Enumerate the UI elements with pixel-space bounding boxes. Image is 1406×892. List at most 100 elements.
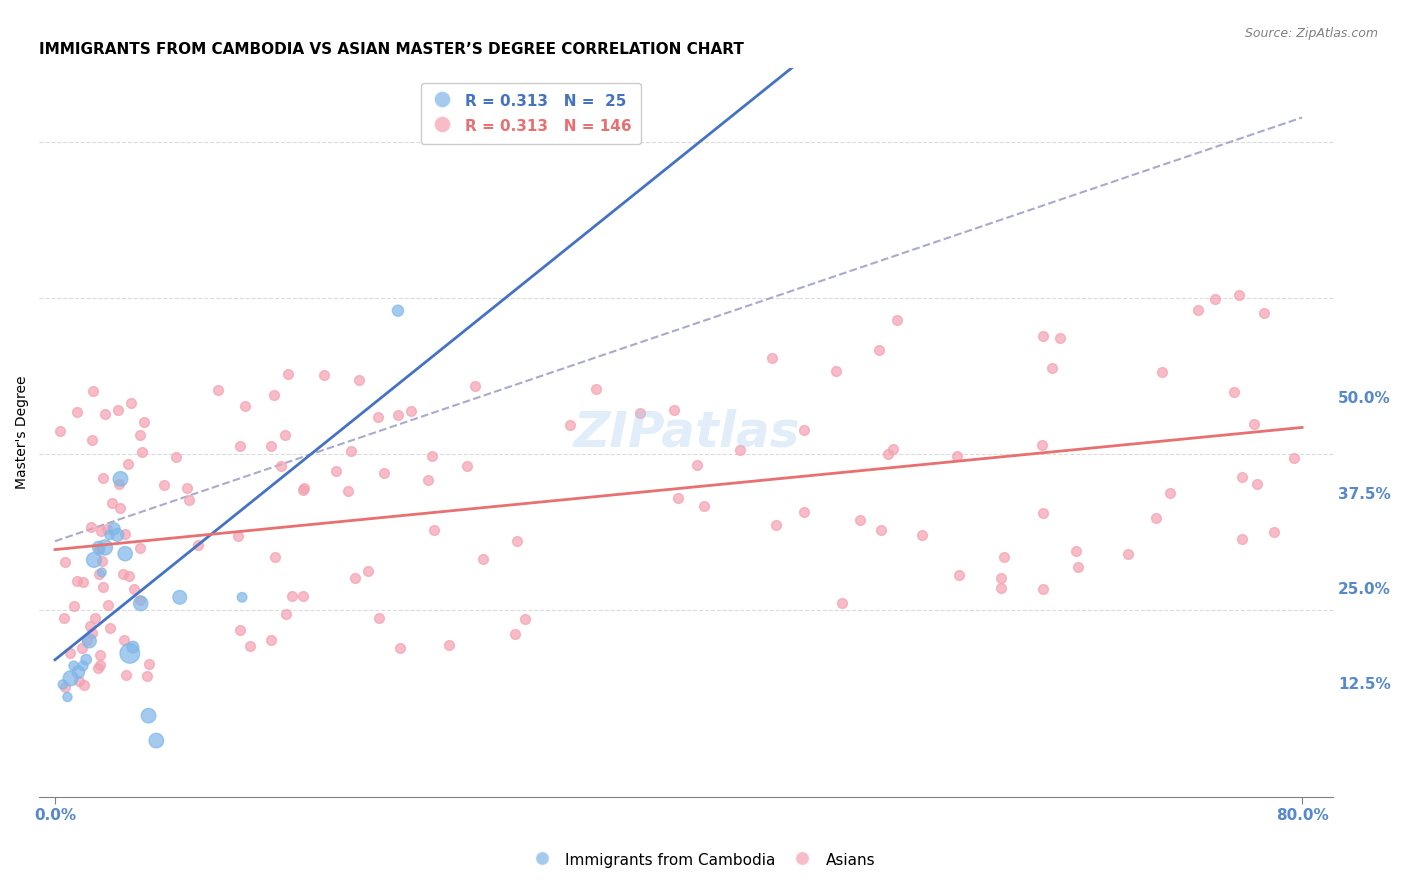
Point bbox=[870, 523, 893, 537]
Point bbox=[118, 646, 141, 660]
Point bbox=[1284, 451, 1306, 466]
Point bbox=[1064, 544, 1087, 558]
Point bbox=[292, 481, 315, 495]
Point bbox=[52, 677, 75, 691]
Point bbox=[177, 493, 200, 508]
Point bbox=[260, 439, 283, 453]
Point bbox=[129, 427, 152, 442]
Point bbox=[503, 626, 526, 640]
Point bbox=[1150, 366, 1173, 380]
Point bbox=[628, 406, 651, 420]
Point bbox=[103, 522, 125, 536]
Point bbox=[110, 472, 132, 486]
Point bbox=[84, 610, 107, 624]
Point bbox=[90, 524, 112, 538]
Point bbox=[373, 466, 395, 480]
Point bbox=[91, 554, 114, 568]
Point bbox=[1227, 287, 1250, 301]
Point bbox=[135, 668, 157, 682]
Point bbox=[239, 639, 262, 653]
Point bbox=[368, 611, 391, 625]
Point bbox=[72, 640, 94, 655]
Point bbox=[131, 445, 153, 459]
Point bbox=[1246, 477, 1268, 491]
Point bbox=[93, 471, 115, 485]
Point bbox=[868, 343, 890, 357]
Point bbox=[270, 458, 292, 473]
Point bbox=[80, 433, 103, 447]
Point bbox=[207, 384, 229, 398]
Point bbox=[129, 541, 152, 556]
Point bbox=[67, 665, 90, 679]
Point bbox=[825, 363, 848, 377]
Point bbox=[513, 612, 536, 626]
Point bbox=[343, 571, 366, 585]
Point bbox=[138, 657, 160, 671]
Legend: R = 0.313   N =  25, R = 0.313   N = 146: R = 0.313 N = 25, R = 0.313 N = 146 bbox=[420, 83, 641, 145]
Point bbox=[89, 658, 111, 673]
Point bbox=[75, 652, 97, 666]
Point bbox=[114, 547, 136, 561]
Point bbox=[129, 597, 152, 611]
Point bbox=[560, 418, 582, 433]
Point bbox=[401, 404, 423, 418]
Point bbox=[98, 528, 121, 542]
Point bbox=[1204, 292, 1226, 306]
Point bbox=[437, 638, 460, 652]
Point bbox=[49, 424, 72, 438]
Point bbox=[585, 382, 607, 396]
Point bbox=[53, 555, 76, 569]
Point bbox=[165, 450, 187, 464]
Point bbox=[693, 500, 716, 514]
Point bbox=[948, 567, 970, 582]
Point bbox=[59, 671, 82, 685]
Point bbox=[686, 458, 709, 472]
Point bbox=[79, 619, 101, 633]
Point bbox=[274, 607, 297, 621]
Point bbox=[233, 399, 256, 413]
Point bbox=[94, 407, 117, 421]
Point bbox=[145, 733, 167, 747]
Point bbox=[153, 477, 176, 491]
Point bbox=[82, 384, 104, 398]
Point bbox=[138, 708, 160, 723]
Point bbox=[277, 367, 299, 381]
Point bbox=[87, 541, 110, 555]
Point bbox=[53, 681, 76, 695]
Point bbox=[80, 520, 103, 534]
Point bbox=[66, 404, 89, 418]
Point bbox=[187, 538, 209, 552]
Text: IMMIGRANTS FROM CAMBODIA VS ASIAN MASTER’S DEGREE CORRELATION CHART: IMMIGRANTS FROM CAMBODIA VS ASIAN MASTER… bbox=[39, 42, 744, 57]
Point bbox=[87, 661, 110, 675]
Point bbox=[169, 591, 191, 605]
Point bbox=[263, 549, 285, 564]
Point bbox=[1187, 302, 1209, 317]
Point bbox=[340, 444, 363, 458]
Point bbox=[946, 449, 969, 463]
Point bbox=[911, 528, 934, 542]
Point bbox=[1223, 385, 1246, 400]
Point bbox=[418, 473, 440, 487]
Point bbox=[73, 678, 96, 692]
Point bbox=[122, 640, 145, 654]
Text: Source: ZipAtlas.com: Source: ZipAtlas.com bbox=[1244, 27, 1378, 40]
Point bbox=[993, 550, 1015, 565]
Point bbox=[115, 668, 138, 682]
Point bbox=[97, 598, 120, 612]
Point bbox=[761, 351, 783, 366]
Point bbox=[471, 552, 494, 566]
Point bbox=[83, 553, 105, 567]
Point bbox=[886, 313, 908, 327]
Point bbox=[387, 303, 409, 318]
Point bbox=[90, 566, 112, 580]
Point bbox=[367, 410, 389, 425]
Point bbox=[1253, 306, 1275, 320]
Point bbox=[112, 567, 135, 582]
Point bbox=[59, 646, 82, 660]
Point bbox=[112, 632, 135, 647]
Point bbox=[53, 610, 76, 624]
Point bbox=[120, 395, 142, 409]
Point bbox=[226, 529, 249, 543]
Point bbox=[1032, 506, 1054, 520]
Point bbox=[1032, 582, 1054, 596]
